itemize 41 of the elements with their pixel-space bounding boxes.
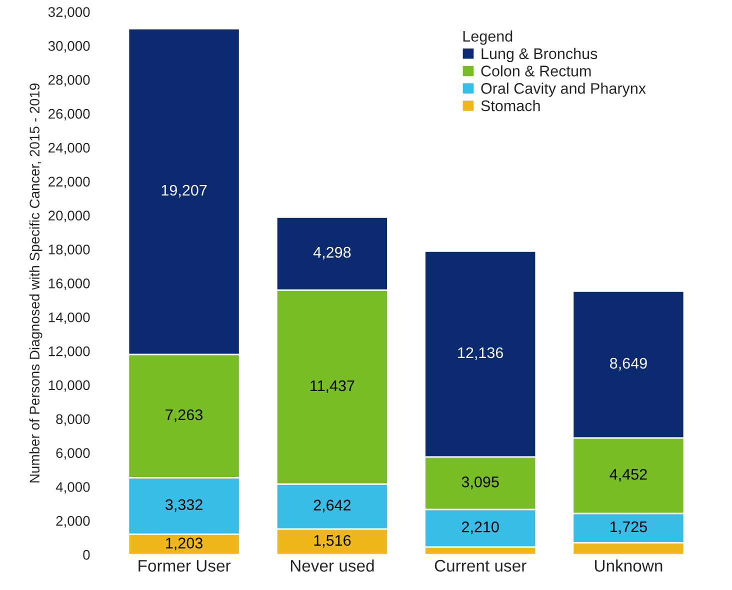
y-tick-label: 24,000 [48,142,90,154]
data-label: 4,452 [610,468,647,482]
data-label: 3,095 [462,476,499,490]
x-tick-label: Former User [138,560,231,572]
data-label: 1,203 [166,538,202,550]
y-axis-title: Number of Persons Diagnosed with Specific Cancer, 2015 - 2019 [29,84,42,482]
y-tick-label: 26,000 [48,108,90,120]
data-label: 8,649 [610,358,647,370]
y-tick-label: 4,000 [56,482,90,494]
legend-label: Colon & Rectum [481,65,591,76]
x-tick-label: Current user [434,560,526,572]
legend-title: Legend [463,30,512,45]
data-label: 1,516 [314,535,351,548]
y-tick-label: 16,000 [48,278,90,290]
y-tick-label: 32,000 [48,7,90,19]
data-label: 7,263 [166,409,202,422]
data-label: 19,207 [162,184,207,198]
data-label: 4,298 [313,246,351,260]
y-tick-label: 14,000 [48,312,90,324]
data-label: 3,332 [166,499,202,512]
data-label: 11,437 [310,380,354,393]
legend-label: Lung & Bronchus [482,48,598,62]
x-tick-label: Never used [290,559,374,572]
y-tick-label: 6,000 [56,448,90,460]
y-tick-label: 18,000 [48,244,90,256]
y-tick-label: 12,000 [48,346,90,358]
y-tick-label: 0 [83,550,90,560]
y-tick-label: 10,000 [48,380,90,392]
data-label: 2,210 [462,522,499,534]
x-tick-label: Unknown [595,559,662,572]
data-label: 12,136 [458,347,504,360]
data-label: 1,725 [610,521,647,534]
legend-label: Stomach [481,100,540,112]
y-tick-label: 20,000 [48,210,90,222]
y-tick-label: 28,000 [48,74,90,86]
y-tick-label: 30,000 [48,41,90,53]
legend-label: Oral Cavity and Pharynx [481,82,646,97]
y-tick-label: 2,000 [56,516,90,528]
data-label: 2,642 [314,500,351,512]
y-tick-label: 22,000 [48,176,90,188]
y-tick-label: 8,000 [56,414,90,426]
